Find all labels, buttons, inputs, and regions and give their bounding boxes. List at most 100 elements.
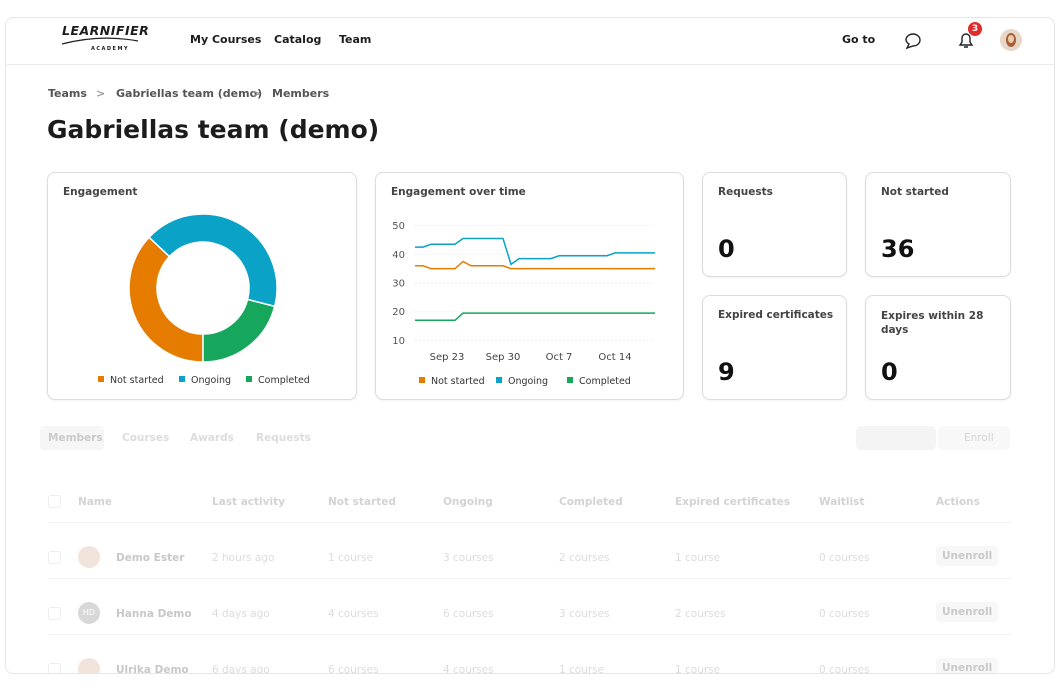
legend-label: Completed	[258, 375, 310, 386]
donut-slice	[128, 236, 204, 363]
nav-link[interactable]: Team	[339, 33, 372, 46]
enroll-label[interactable]: Enroll	[964, 432, 994, 444]
row-divider	[48, 634, 1012, 635]
stat-card: Not started 36	[865, 172, 1011, 277]
column-header: Name	[78, 496, 112, 508]
engagement-over-time-card: Engagement over time 10 20 30 40 50 Sep 23 Sep…	[375, 172, 684, 400]
legend-swatch	[567, 377, 573, 383]
table-cell[interactable]: Hanna Demo	[116, 608, 192, 620]
nav-link[interactable]: Catalog	[274, 33, 322, 46]
logo-sub: ACADEMY	[91, 46, 130, 52]
tab[interactable]: Courses	[122, 432, 170, 444]
column-header: Ongoing	[443, 496, 493, 508]
y-tick-label: 10	[392, 336, 405, 347]
page-title: Gabriellas team (demo)	[47, 115, 380, 144]
notification-badge: 3	[968, 22, 982, 36]
stat-card: Expires within 28 days 0	[865, 295, 1011, 400]
logo-swoosh	[61, 37, 139, 45]
y-tick-label: 30	[392, 279, 405, 290]
column-header: Waitlist	[819, 496, 865, 508]
stat-label: Expired certificates	[718, 309, 834, 321]
stat-value: 0	[718, 235, 735, 263]
table-cell: 4 days ago	[212, 608, 270, 620]
column-header: Actions	[936, 496, 980, 508]
enroll-button[interactable]	[938, 426, 1010, 450]
column-header: Completed	[559, 496, 623, 508]
member-avatar: HD	[78, 602, 100, 624]
stat-card: Expired certificates 9	[702, 295, 847, 400]
notifications-icon[interactable]	[954, 28, 978, 52]
unenroll-button[interactable]: Unenroll	[936, 658, 999, 673]
breadcrumb-item[interactable]: Gabriellas team (demo)	[116, 87, 263, 100]
y-tick-label: 50	[392, 221, 405, 232]
x-tick-label: Sep 30	[486, 352, 521, 363]
member-avatar	[78, 658, 100, 673]
table-cell[interactable]: Ulrika Demo	[116, 664, 189, 674]
stat-label: Expires within 28 days	[881, 310, 984, 336]
logo[interactable]: LEARNIFIER	[62, 23, 150, 38]
table-cell: 2 courses	[559, 552, 610, 564]
legend-swatch	[496, 377, 502, 383]
nav-link[interactable]: My Courses	[190, 33, 262, 46]
tab-active-bg	[40, 426, 104, 450]
unenroll-button[interactable]: Unenroll	[936, 546, 999, 566]
table-cell: 4 courses	[443, 664, 494, 674]
member-avatar	[78, 546, 100, 568]
breadcrumb-separator: >	[96, 87, 106, 100]
legend-label: Not started	[110, 375, 164, 386]
donut-slice	[202, 298, 276, 363]
avatar[interactable]	[999, 28, 1023, 52]
y-tick-label: 20	[392, 307, 405, 318]
donut-slice	[147, 213, 278, 308]
row-divider	[48, 522, 1012, 523]
legend-label: Ongoing	[508, 376, 548, 387]
x-tick-label: Oct 7	[546, 352, 573, 363]
legend-label: Not started	[431, 376, 485, 387]
table-cell: 2 courses	[675, 608, 726, 620]
table-cell[interactable]: Demo Ester	[116, 552, 185, 564]
column-header: Not started	[328, 496, 396, 508]
column-header: Last activity	[212, 496, 285, 508]
legend-swatch	[179, 376, 185, 382]
card-title: Engagement	[63, 186, 138, 198]
tab[interactable]: Members	[48, 432, 103, 444]
tab[interactable]: Awards	[190, 432, 234, 444]
legend-label: Completed	[579, 376, 631, 387]
table-cell: 2 hours ago	[212, 552, 275, 564]
unenroll-button[interactable]: Unenroll	[936, 602, 999, 622]
breadcrumb-separator: >	[252, 87, 262, 100]
breadcrumb-item[interactable]: Teams	[48, 87, 87, 100]
goto-link[interactable]: Go to	[842, 33, 876, 46]
checkbox	[48, 607, 61, 620]
checkbox	[48, 551, 61, 564]
breadcrumb-item: Members	[272, 87, 330, 100]
stat-value: 0	[881, 358, 898, 386]
table-cell: 0 courses	[819, 608, 870, 620]
legend-swatch	[246, 376, 252, 382]
x-tick-label: Oct 14	[598, 352, 631, 363]
stat-label: Not started	[881, 186, 949, 198]
legend-label: Ongoing	[191, 375, 231, 386]
series-line	[415, 260, 655, 270]
table-cell: 4 courses	[328, 608, 379, 620]
y-tick-label: 40	[392, 250, 405, 261]
app-frame: LEARNIFIER ACADEMY My Courses Catalog Te…	[5, 17, 1055, 674]
add-button[interactable]	[856, 426, 936, 450]
donut-chart: Not started Ongoing Completed	[98, 213, 310, 386]
checkbox	[48, 495, 61, 508]
stat-label: Requests	[718, 186, 773, 198]
engagement-card: Engagement Not started Ongoing Completed	[47, 172, 357, 400]
table-cell: 0 courses	[819, 664, 870, 674]
series-line	[415, 237, 655, 266]
table-cell: 1 course	[559, 664, 605, 674]
members-section: Enroll Members Courses Awards Requests Name L…	[6, 418, 1054, 673]
table-cell: 6 courses	[443, 608, 494, 620]
table-cell: 1 course	[328, 552, 374, 564]
table-cell: 0 courses	[819, 552, 870, 564]
legend-swatch	[98, 376, 104, 382]
line-chart: 10 20 30 40 50 Sep 23 Sep 30 Oct 7 Oct 14 Not sta…	[392, 221, 655, 387]
messages-icon[interactable]	[902, 30, 926, 52]
tab[interactable]: Requests	[256, 432, 311, 444]
table-cell: 3 courses	[559, 608, 610, 620]
table-cell: 1 course	[675, 552, 721, 564]
